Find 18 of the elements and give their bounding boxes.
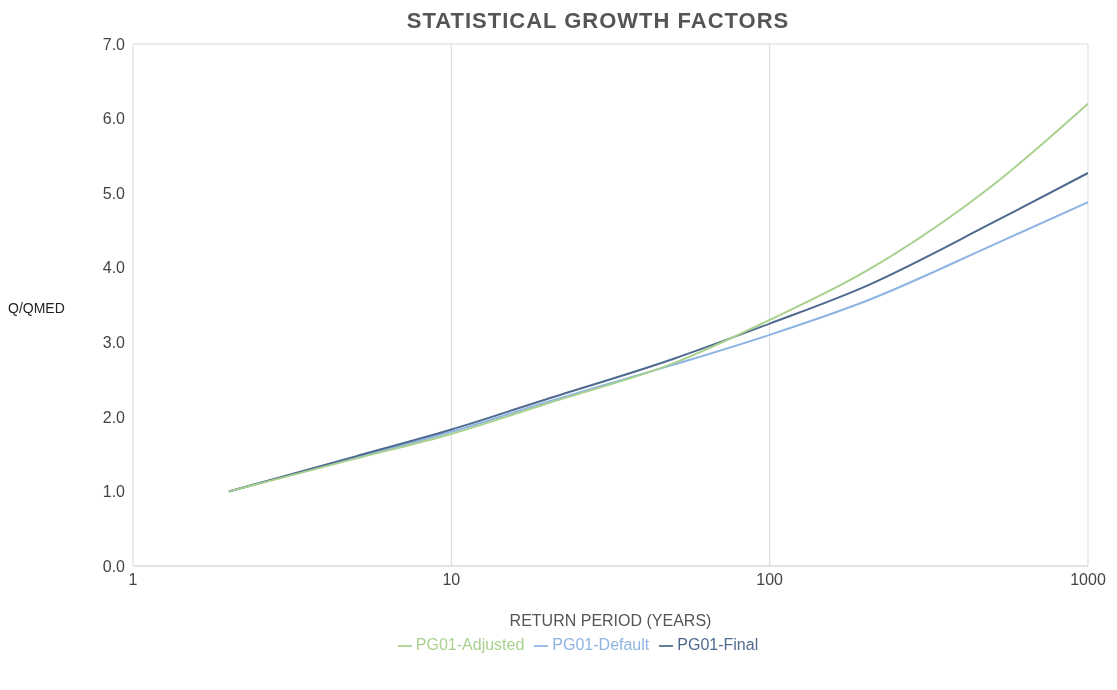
y-axis-title: Q/QMED bbox=[8, 300, 65, 316]
y-tick-label: 6.0 bbox=[102, 110, 126, 128]
y-tick-label: 3.0 bbox=[102, 333, 126, 351]
y-tick-label: 1.0 bbox=[102, 483, 126, 501]
y-tick-label: 4.0 bbox=[102, 259, 126, 277]
x-tick-label: 10 bbox=[442, 571, 461, 589]
x-tick-label: 1 bbox=[128, 571, 138, 589]
y-tick-label: 7.0 bbox=[102, 35, 126, 53]
legend-label: PG01-Adjusted bbox=[415, 636, 525, 653]
legend-label: PG01-Final bbox=[677, 636, 759, 653]
chart-title: STATISTICAL GROWTH FACTORS bbox=[405, 8, 791, 34]
x-axis-title: RETURN PERIOD (YEARS) bbox=[509, 612, 712, 629]
legend-label: PG01-Default bbox=[552, 636, 650, 653]
y-tick-label: 2.0 bbox=[102, 408, 126, 426]
y-tick-label: 5.0 bbox=[102, 184, 126, 202]
x-tick-label: 1000 bbox=[1070, 571, 1106, 589]
y-tick-label: 0.0 bbox=[102, 557, 126, 575]
x-tick-label: 100 bbox=[756, 571, 784, 589]
